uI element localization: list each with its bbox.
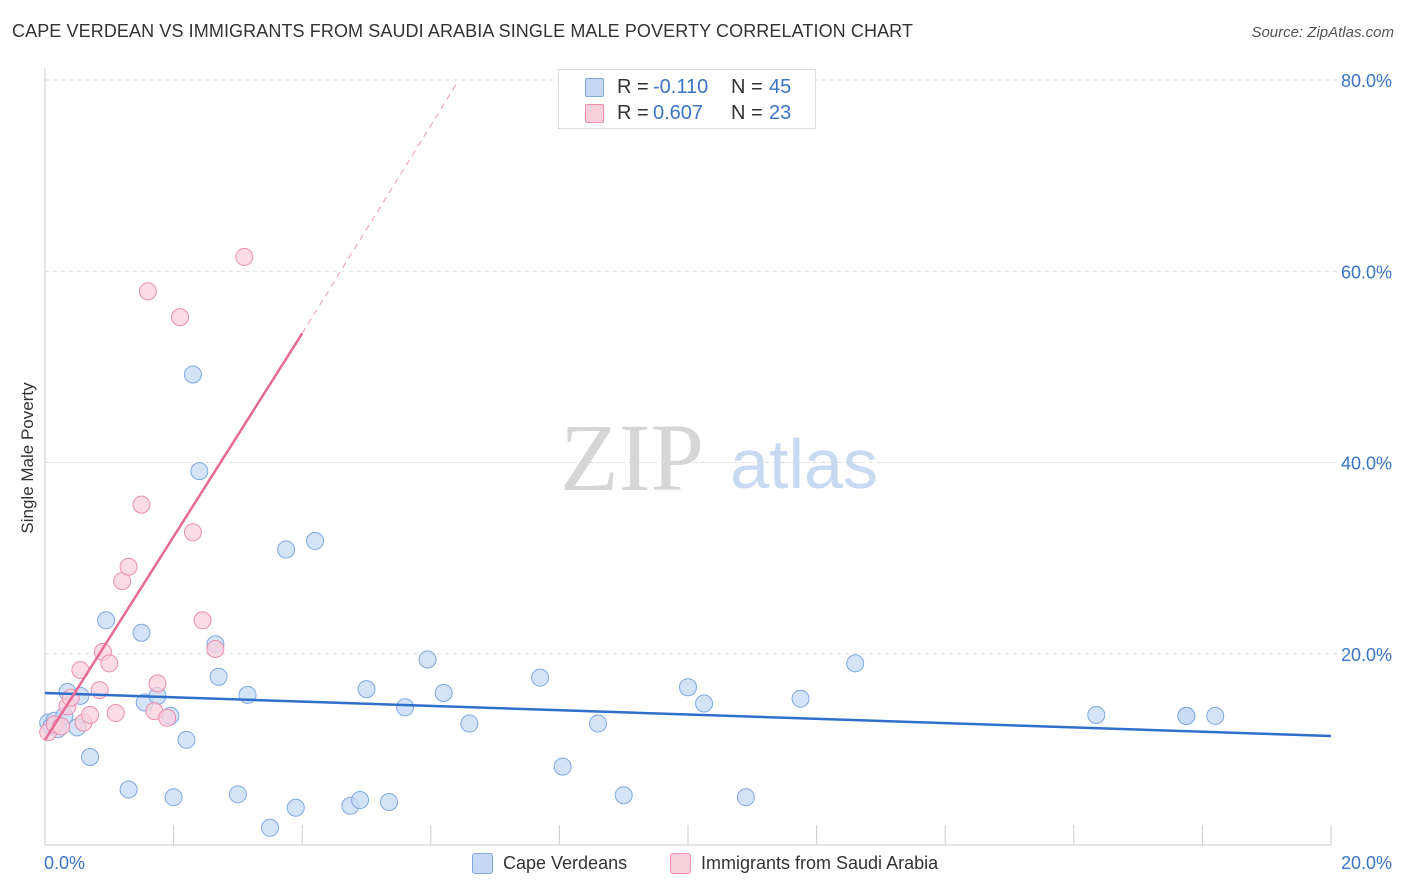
pink-swatch — [670, 853, 691, 874]
x-tick-label: 0.0% — [44, 853, 85, 873]
saudi-arabia-point — [119, 557, 138, 576]
axes — [44, 68, 1332, 846]
cape-verdean-point — [588, 714, 607, 733]
cape-verdean-point — [261, 818, 280, 837]
r-value: 0.607 — [653, 102, 704, 124]
cape-verdean-point — [277, 540, 296, 559]
saudi-arabia-point — [100, 654, 119, 673]
n-label: N = — [731, 102, 763, 124]
n-value: 45 — [769, 76, 792, 98]
cape-verdean-point — [97, 611, 116, 630]
cape-verdean-point — [679, 678, 697, 697]
cape-verdean-point — [1206, 706, 1225, 725]
cape-verdean-point — [418, 650, 437, 669]
saudi-arabia-point — [193, 611, 212, 630]
stats-legend: R = -0.110 N = 45 R = 0.607 N = 23 — [558, 69, 816, 129]
blue-swatch — [585, 78, 604, 97]
saudi-arabia-point — [183, 523, 202, 542]
x-tick-label: 20.0% — [1341, 853, 1392, 873]
blue-swatch — [472, 853, 493, 874]
cape-verdean-point — [460, 714, 479, 733]
cape-verdean-point — [286, 798, 305, 817]
saudi-arabia-point — [206, 639, 225, 658]
n-value: 23 — [769, 102, 792, 124]
cape-verdean-point — [553, 757, 572, 776]
y-tick-label: 80.0% — [1341, 71, 1392, 91]
data-points — [39, 247, 1225, 837]
cape-verdean-point — [695, 694, 714, 713]
cape-verdean-point — [164, 788, 183, 807]
saudi-arabia-point — [81, 705, 100, 724]
watermark: ZIP atlas — [560, 404, 878, 511]
cape-verdean-point — [1087, 705, 1106, 724]
pink-swatch — [585, 104, 604, 123]
grid-lines — [45, 79, 1392, 655]
saudi-arabia-trend-line — [43, 332, 304, 741]
r-label: R = — [617, 76, 649, 98]
cape-verdean-point — [351, 791, 370, 810]
cape-verdean-point — [119, 780, 138, 799]
cape-verdean-trend-line — [44, 691, 1332, 738]
cape-verdean-point — [614, 786, 633, 805]
cape-verdean-point — [81, 748, 100, 767]
saudi-arabia-point — [158, 708, 177, 727]
watermark-atlas: atlas — [730, 425, 878, 503]
saudi-arabia-point — [235, 247, 254, 266]
cape-verdean-point — [132, 623, 151, 642]
series-legend: Cape Verdeans Immigrants from Saudi Arab… — [0, 852, 1406, 878]
r-label: R = — [617, 102, 649, 124]
cape-verdean-point — [531, 668, 550, 687]
cape-verdean-point — [791, 689, 810, 708]
y-tick-label: 60.0% — [1341, 262, 1392, 282]
legend-label: Immigrants from Saudi Arabia — [701, 853, 939, 873]
cape-verdean-point — [190, 462, 209, 481]
saudi-arabia-point — [52, 717, 71, 736]
saudi-arabia-point — [138, 282, 157, 301]
saudi-arabia-point — [171, 308, 190, 327]
cape-verdean-point — [183, 365, 202, 384]
watermark-zip: ZIP — [560, 404, 704, 511]
cape-verdean-point — [306, 531, 325, 550]
cape-verdean-point — [736, 788, 755, 807]
tick-labels: 20.0% 40.0% 60.0% 80.0% 0.0% 20.0% — [44, 71, 1392, 873]
n-label: N = — [731, 76, 763, 98]
saudi-arabia-point — [148, 674, 167, 693]
cape-verdean-point — [380, 792, 399, 811]
cape-verdean-point — [434, 683, 453, 702]
cape-verdean-point — [177, 730, 196, 749]
legend-label: Cape Verdeans — [503, 853, 628, 873]
cape-verdean-point — [396, 698, 415, 717]
y-tick-label: 40.0% — [1341, 454, 1392, 474]
trend-lines — [43, 83, 1332, 741]
cape-verdean-point — [846, 654, 865, 673]
cape-verdean-point — [357, 680, 376, 699]
cape-verdean-point — [1177, 706, 1196, 725]
source-label: Source: ZipAtlas.com — [1251, 24, 1394, 41]
cape-verdean-point — [209, 667, 228, 686]
cape-verdean-point — [228, 785, 247, 804]
saudi-arabia-point — [106, 704, 125, 723]
saudi-arabia-point — [132, 495, 151, 514]
saudi-arabia-trend-extension — [301, 83, 457, 334]
chart-title: CAPE VERDEAN VS IMMIGRANTS FROM SAUDI AR… — [12, 21, 914, 41]
r-value: -0.110 — [653, 76, 709, 98]
y-tick-label: 20.0% — [1341, 645, 1392, 665]
